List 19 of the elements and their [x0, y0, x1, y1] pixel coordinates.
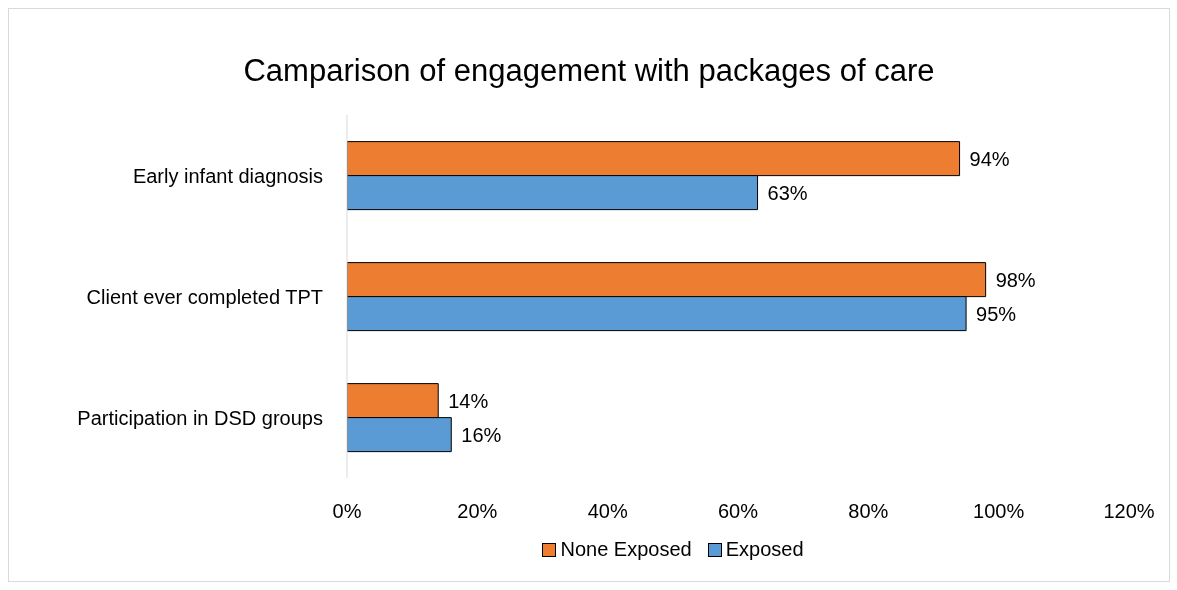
- chart-title: Camparison of engagement with packages of care: [242, 53, 936, 90]
- data-label: 98%: [995, 268, 1036, 291]
- data-label: 63%: [767, 181, 808, 204]
- data-label: 16%: [461, 423, 502, 446]
- legend-label: Exposed: [725, 538, 804, 561]
- data-label: 94%: [969, 147, 1010, 170]
- x-tick-label: 80%: [848, 500, 889, 523]
- y-tick-label: Early infant diagnosis: [132, 164, 323, 187]
- x-tick-label: 20%: [457, 500, 498, 523]
- legend-label: None Exposed: [560, 538, 692, 561]
- data-label: 95%: [976, 302, 1017, 325]
- y-tick-label: Participation in DSD groups: [77, 406, 323, 429]
- x-tick-label: 100%: [973, 500, 1025, 523]
- x-tick-label: 40%: [587, 500, 628, 523]
- x-tick-label: 120%: [1103, 500, 1155, 523]
- y-tick-label: Client ever completed TPT: [86, 285, 323, 308]
- data-label: 14%: [448, 389, 489, 412]
- x-tick-label: 60%: [717, 500, 759, 523]
- x-tick-label: 0%: [332, 500, 362, 523]
